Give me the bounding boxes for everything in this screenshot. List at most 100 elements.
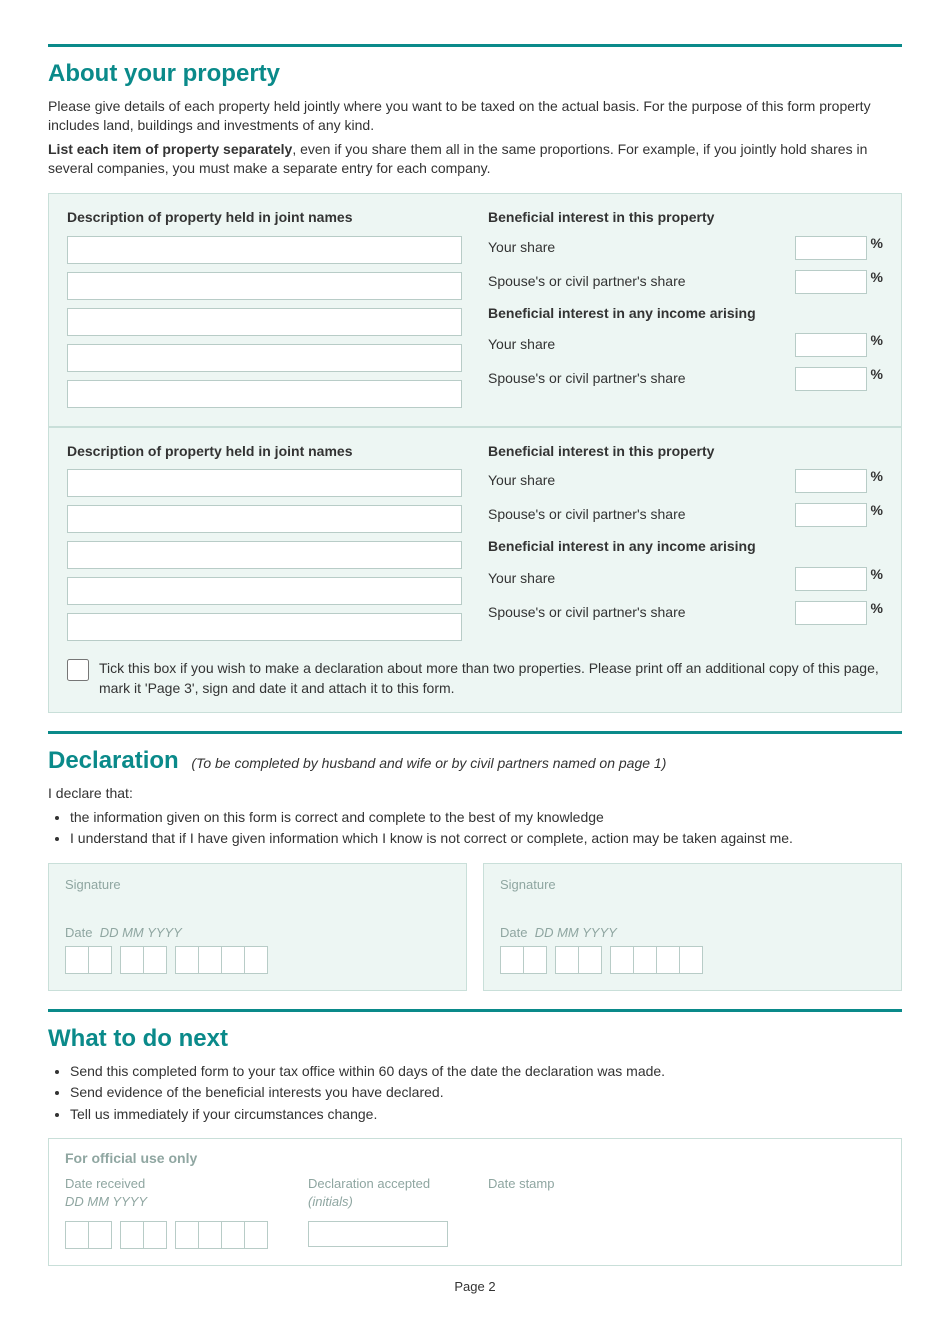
desc-line[interactable] bbox=[67, 236, 462, 264]
date-received-format: DD MM YYYY bbox=[65, 1193, 268, 1211]
ben-prop-heading: Beneficial interest in this property bbox=[488, 208, 883, 228]
share-row: Your share % bbox=[488, 333, 883, 357]
date-boxes bbox=[500, 946, 885, 974]
date-box-y[interactable] bbox=[679, 946, 703, 974]
date-format: DD MM YYYY bbox=[535, 925, 617, 940]
property-share-col: Beneficial interest in this property You… bbox=[488, 442, 883, 650]
panel-divider bbox=[49, 426, 901, 428]
percent-sign: % bbox=[871, 365, 883, 385]
percent-sign: % bbox=[871, 331, 883, 351]
property-desc-col: Description of property held in joint na… bbox=[67, 442, 462, 650]
date-box-y[interactable] bbox=[175, 946, 199, 974]
spouse-share-income-input[interactable] bbox=[795, 367, 867, 391]
your-share-label: Your share bbox=[488, 569, 555, 589]
date-label-text: Date bbox=[500, 925, 527, 940]
date-label: Date DD MM YYYY bbox=[65, 924, 450, 942]
intro-p2: List each item of property separately, e… bbox=[48, 140, 902, 179]
section-title-declaration: Declaration (To be completed by husband … bbox=[48, 744, 902, 778]
official-accepted: Declaration accepted (initials) bbox=[308, 1175, 448, 1249]
ben-income-heading: Beneficial interest in any income arisin… bbox=[488, 537, 883, 557]
your-share-income-input[interactable] bbox=[795, 333, 867, 357]
official-title: For official use only bbox=[65, 1149, 885, 1169]
desc-line[interactable] bbox=[67, 272, 462, 300]
share-row: Spouse's or civil partner's share % bbox=[488, 503, 883, 527]
official-columns: Date received DD MM YYYY Declaration acc… bbox=[65, 1175, 885, 1249]
date-box-y[interactable] bbox=[244, 946, 268, 974]
official-panel: For official use only Date received DD M… bbox=[48, 1138, 902, 1266]
date-label: Date DD MM YYYY bbox=[500, 924, 885, 942]
your-share-input[interactable] bbox=[795, 236, 867, 260]
date-box-y[interactable] bbox=[175, 1221, 199, 1249]
initials-input[interactable] bbox=[308, 1221, 448, 1247]
date-box-d[interactable] bbox=[500, 946, 524, 974]
date-box-y[interactable] bbox=[610, 946, 634, 974]
more-properties-checkbox[interactable] bbox=[67, 659, 89, 681]
desc-line[interactable] bbox=[67, 308, 462, 336]
page-number: Page 2 bbox=[48, 1278, 902, 1296]
share-row: Your share % bbox=[488, 469, 883, 493]
property-share-col: Beneficial interest in this property You… bbox=[488, 208, 883, 416]
date-box-m[interactable] bbox=[143, 946, 167, 974]
desc-line[interactable] bbox=[67, 577, 462, 605]
percent-sign: % bbox=[871, 268, 883, 288]
ben-income-heading: Beneficial interest in any income arisin… bbox=[488, 304, 883, 324]
date-box-d[interactable] bbox=[523, 946, 547, 974]
desc-line[interactable] bbox=[67, 541, 462, 569]
next-bullet: Tell us immediately if your circumstance… bbox=[70, 1105, 902, 1125]
percent-sign: % bbox=[871, 599, 883, 619]
property-block-1: Description of property held in joint na… bbox=[67, 208, 883, 416]
ben-prop-heading: Beneficial interest in this property bbox=[488, 442, 883, 462]
spouse-share-label: Spouse's or civil partner's share bbox=[488, 603, 686, 623]
signature-row: Signature Date DD MM YYYY Signature Date… bbox=[48, 863, 902, 991]
date-box-y[interactable] bbox=[198, 1221, 222, 1249]
spouse-share-input[interactable] bbox=[795, 503, 867, 527]
desc-line[interactable] bbox=[67, 469, 462, 497]
share-row: Spouse's or civil partner's share % bbox=[488, 367, 883, 391]
date-box-m[interactable] bbox=[120, 946, 144, 974]
date-label-text: Date bbox=[65, 925, 92, 940]
intro-p2-bold: List each item of property separately bbox=[48, 141, 292, 157]
official-date-received: Date received DD MM YYYY bbox=[65, 1175, 268, 1249]
desc-line[interactable] bbox=[67, 613, 462, 641]
percent-sign: % bbox=[871, 565, 883, 585]
percent-sign: % bbox=[871, 467, 883, 487]
desc-line[interactable] bbox=[67, 505, 462, 533]
date-box-y[interactable] bbox=[244, 1221, 268, 1249]
spouse-share-income-input[interactable] bbox=[795, 601, 867, 625]
next-bullet: Send this completed form to your tax off… bbox=[70, 1062, 902, 1082]
more-properties-text: Tick this box if you wish to make a decl… bbox=[99, 659, 883, 698]
your-share-input[interactable] bbox=[795, 469, 867, 493]
date-box-y[interactable] bbox=[198, 946, 222, 974]
date-box-d[interactable] bbox=[88, 946, 112, 974]
date-box-d[interactable] bbox=[65, 1221, 89, 1249]
date-box-y[interactable] bbox=[633, 946, 657, 974]
share-row: Your share % bbox=[488, 236, 883, 260]
intro-p1: Please give details of each property hel… bbox=[48, 97, 902, 136]
desc-line[interactable] bbox=[67, 380, 462, 408]
desc-line[interactable] bbox=[67, 344, 462, 372]
property-block-2: Description of property held in joint na… bbox=[67, 442, 883, 650]
initials-label: (initials) bbox=[308, 1193, 448, 1211]
property-desc-col: Description of property held in joint na… bbox=[67, 208, 462, 416]
your-share-label: Your share bbox=[488, 471, 555, 491]
declaration-title: Declaration bbox=[48, 747, 179, 774]
your-share-label: Your share bbox=[488, 335, 555, 355]
your-share-income-input[interactable] bbox=[795, 567, 867, 591]
date-box-y[interactable] bbox=[656, 946, 680, 974]
spouse-share-input[interactable] bbox=[795, 270, 867, 294]
date-box-d[interactable] bbox=[88, 1221, 112, 1249]
date-box-y[interactable] bbox=[221, 1221, 245, 1249]
property-panel: Description of property held in joint na… bbox=[48, 193, 902, 713]
date-box-d[interactable] bbox=[65, 946, 89, 974]
date-box-m[interactable] bbox=[578, 946, 602, 974]
spouse-share-label: Spouse's or civil partner's share bbox=[488, 272, 686, 292]
declaration-bullet: I understand that if I have given inform… bbox=[70, 829, 902, 849]
date-box-y[interactable] bbox=[221, 946, 245, 974]
declaration-bullet: the information given on this form is co… bbox=[70, 808, 902, 828]
date-box-m[interactable] bbox=[120, 1221, 144, 1249]
date-box-m[interactable] bbox=[143, 1221, 167, 1249]
date-box-m[interactable] bbox=[555, 946, 579, 974]
spouse-share-label: Spouse's or civil partner's share bbox=[488, 505, 686, 525]
official-stamp: Date stamp bbox=[488, 1175, 554, 1249]
share-row: Spouse's or civil partner's share % bbox=[488, 270, 883, 294]
